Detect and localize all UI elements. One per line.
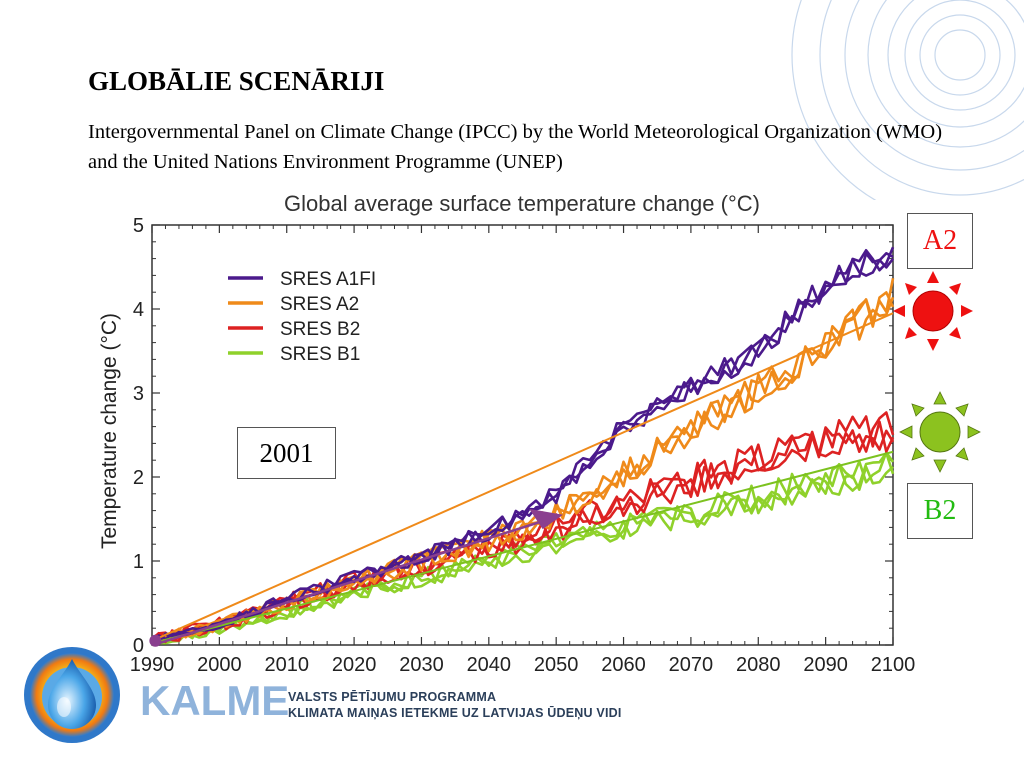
a2-scenario-label: A2 <box>907 213 973 269</box>
slide-title: GLOBĀLIE SCENĀRIJI <box>88 66 385 96</box>
x-tick-label: 2030 <box>399 654 444 675</box>
b2-scenario-label: B2 <box>907 483 973 539</box>
green-sun-icon <box>899 391 981 473</box>
trend-line-a2 <box>151 312 894 642</box>
x-tick-label: 2070 <box>669 654 714 675</box>
red-sun-icon <box>893 271 973 351</box>
series-sres-a1fi <box>151 252 894 646</box>
series-sres-a2 <box>151 277 895 646</box>
legend-label: SRES B1 <box>280 344 360 365</box>
x-tick-label: 2020 <box>332 654 377 675</box>
x-tick-label: 2060 <box>601 654 646 675</box>
arrow-2001-start <box>149 634 162 647</box>
chart-title: Global average surface temperature chang… <box>284 191 760 216</box>
x-tick-label: 2050 <box>534 654 579 675</box>
arrow-2001-line <box>158 517 550 645</box>
x-tick-label: 2000 <box>197 654 242 675</box>
program-line-1: VALSTS PĒTĪJUMU PROGRAMMA <box>288 690 497 704</box>
arrow-2001-head <box>529 508 563 530</box>
y-axis-label: Temperature change (°C) <box>98 313 121 549</box>
axis-ticks: 0 1 2 3 4 5 1990 2000 2010 2020 2030 2040 2050 2060 20… <box>130 215 916 675</box>
y-tick-label: 0 <box>133 635 144 657</box>
brand-name: KALME <box>140 677 290 724</box>
y-tick-label: 1 <box>133 551 144 573</box>
program-text: VALSTS PĒTĪJUMU PROGRAMMA KLIMATA MAIŅAS… <box>288 689 622 721</box>
slide-subtitle: Intergovernmental Panel on Climate Chang… <box>88 121 943 173</box>
series-sres-b1 <box>151 465 894 647</box>
trend-line-b2 <box>151 450 894 645</box>
temperature-chart: Global average surface temperature chang… <box>98 191 916 675</box>
y-tick-label: 5 <box>133 215 144 237</box>
program-line-2: KLIMATA MAIŅAS IETEKME UZ LATVIJAS ŪDEŅU… <box>288 706 622 720</box>
legend-label: SRES A2 <box>280 294 359 315</box>
legend-label: SRES B2 <box>280 319 360 340</box>
x-tick-label: 2080 <box>736 654 781 675</box>
plot-frame <box>151 224 894 646</box>
x-tick-label: 2100 <box>871 654 916 675</box>
y-tick-label: 4 <box>133 299 144 321</box>
trend-lines <box>149 312 894 647</box>
y-tick-label: 3 <box>133 383 144 405</box>
legend-label: SRES A1FI <box>280 269 376 290</box>
x-tick-label: 2040 <box>467 654 512 675</box>
water-drop-logo-icon <box>24 647 120 743</box>
x-tick-label: 2010 <box>264 654 309 675</box>
y-tick-label: 2 <box>133 467 144 489</box>
year-label: 2001 <box>237 427 336 479</box>
decorative-circles <box>791 0 1024 200</box>
series-layer <box>150 246 895 647</box>
x-tick-label: 1990 <box>130 654 175 675</box>
chart-legend: SRES A1FI SRES A2 SRES B2 SRES B1 <box>228 269 376 365</box>
x-tick-label: 2090 <box>803 654 848 675</box>
series-sres-a1fi <box>151 246 895 644</box>
